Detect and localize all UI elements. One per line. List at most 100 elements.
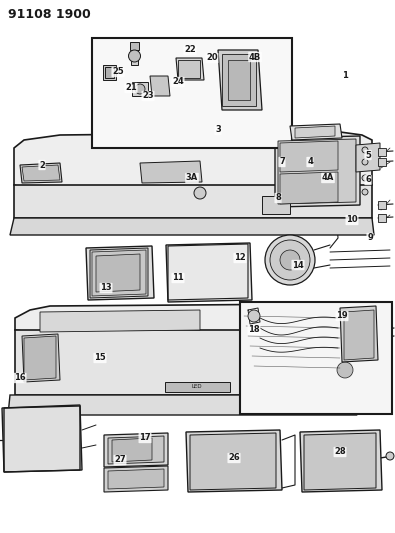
Polygon shape	[290, 124, 342, 140]
Text: 20: 20	[206, 53, 218, 62]
Polygon shape	[262, 196, 290, 214]
Circle shape	[270, 240, 310, 280]
Text: 14: 14	[292, 261, 304, 270]
Text: 17: 17	[139, 433, 151, 442]
Polygon shape	[378, 214, 386, 222]
Polygon shape	[222, 54, 256, 106]
Polygon shape	[228, 60, 250, 100]
Polygon shape	[90, 248, 148, 298]
Text: 23: 23	[142, 92, 154, 101]
Polygon shape	[96, 254, 140, 292]
Polygon shape	[132, 82, 148, 96]
Text: 9: 9	[367, 233, 373, 243]
Polygon shape	[14, 132, 372, 190]
Polygon shape	[278, 139, 356, 204]
Polygon shape	[104, 466, 168, 492]
Text: LED: LED	[192, 384, 202, 390]
Text: 16: 16	[14, 374, 26, 383]
Circle shape	[362, 147, 368, 153]
Polygon shape	[304, 433, 376, 490]
Text: 22: 22	[184, 45, 196, 54]
Circle shape	[333, 358, 357, 382]
Circle shape	[280, 250, 300, 270]
Text: 8: 8	[275, 193, 281, 203]
Circle shape	[386, 452, 394, 460]
Polygon shape	[8, 395, 357, 415]
Polygon shape	[295, 126, 335, 138]
Text: 4A: 4A	[322, 174, 334, 182]
Polygon shape	[378, 201, 386, 209]
Polygon shape	[131, 48, 138, 65]
Polygon shape	[166, 243, 252, 302]
Polygon shape	[14, 185, 372, 218]
Polygon shape	[178, 60, 200, 78]
Polygon shape	[378, 148, 386, 156]
Polygon shape	[104, 433, 168, 467]
Polygon shape	[130, 42, 139, 50]
Circle shape	[362, 189, 368, 195]
Circle shape	[135, 84, 145, 94]
Polygon shape	[10, 218, 374, 235]
Polygon shape	[22, 165, 60, 181]
Polygon shape	[20, 163, 62, 183]
Polygon shape	[112, 438, 152, 462]
Bar	[240, 302, 392, 414]
Polygon shape	[340, 306, 378, 362]
Circle shape	[337, 362, 353, 378]
Text: 3: 3	[215, 125, 221, 134]
Polygon shape	[2, 405, 82, 472]
Polygon shape	[186, 430, 282, 492]
Polygon shape	[190, 433, 276, 490]
Polygon shape	[15, 304, 352, 334]
Polygon shape	[150, 76, 170, 96]
Text: 1: 1	[342, 70, 348, 79]
Polygon shape	[24, 336, 56, 380]
Text: 13: 13	[100, 284, 112, 293]
Polygon shape	[92, 250, 146, 296]
Text: 10: 10	[346, 215, 358, 224]
Polygon shape	[280, 141, 338, 172]
Polygon shape	[108, 436, 164, 464]
Polygon shape	[356, 143, 380, 172]
Bar	[92, 38, 292, 148]
Polygon shape	[140, 161, 202, 183]
Polygon shape	[280, 172, 338, 204]
Text: 27: 27	[114, 456, 126, 464]
Text: 28: 28	[334, 448, 346, 456]
Text: 4B: 4B	[249, 52, 261, 61]
Circle shape	[194, 187, 206, 199]
Text: 5: 5	[365, 150, 371, 159]
Polygon shape	[15, 330, 352, 395]
Text: 12: 12	[234, 254, 246, 262]
Polygon shape	[105, 67, 114, 78]
Polygon shape	[165, 382, 230, 392]
Text: 91108 1900: 91108 1900	[8, 8, 91, 21]
Polygon shape	[275, 136, 360, 207]
Polygon shape	[300, 430, 382, 492]
Polygon shape	[218, 50, 262, 110]
Circle shape	[248, 310, 260, 322]
Polygon shape	[378, 158, 386, 166]
Circle shape	[362, 159, 368, 165]
Text: 19: 19	[336, 311, 348, 320]
Polygon shape	[108, 469, 164, 489]
Polygon shape	[103, 65, 116, 80]
Text: 7: 7	[279, 157, 285, 166]
Text: 2: 2	[39, 160, 45, 169]
Text: 6: 6	[365, 175, 371, 184]
Text: 26: 26	[228, 454, 240, 463]
Polygon shape	[86, 246, 154, 300]
Text: 18: 18	[248, 326, 260, 335]
Polygon shape	[22, 334, 60, 382]
Polygon shape	[344, 310, 374, 360]
Text: 25: 25	[112, 68, 124, 77]
Polygon shape	[176, 58, 204, 80]
Text: 4: 4	[307, 157, 313, 166]
Text: 24: 24	[172, 77, 184, 86]
Polygon shape	[40, 310, 200, 332]
Text: 11: 11	[172, 273, 184, 282]
Circle shape	[265, 235, 315, 285]
Circle shape	[128, 50, 141, 62]
Text: 3A: 3A	[186, 174, 198, 182]
Text: 15: 15	[94, 353, 106, 362]
